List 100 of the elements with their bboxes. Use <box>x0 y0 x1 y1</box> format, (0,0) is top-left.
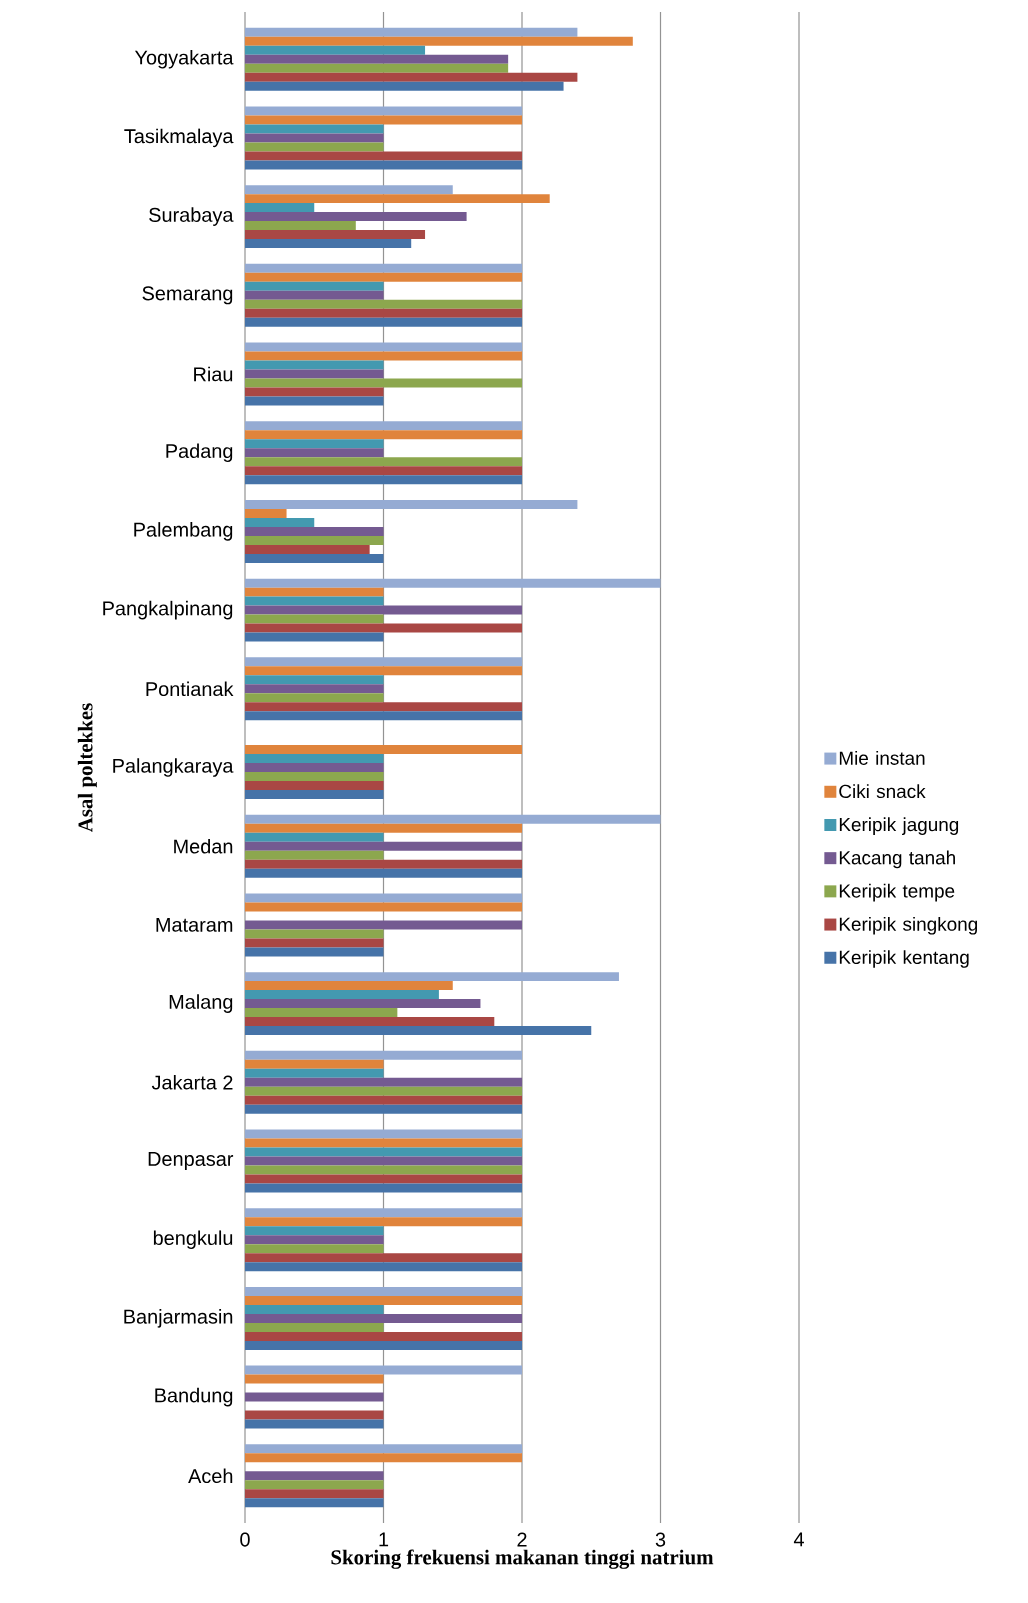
bar <box>245 378 522 388</box>
bar <box>245 1453 522 1463</box>
bar <box>245 587 384 597</box>
bar <box>245 893 522 903</box>
bar <box>245 308 522 318</box>
y-tick-label: Mataram <box>156 917 233 932</box>
bar <box>245 832 384 842</box>
bar <box>245 1322 384 1332</box>
y-tick-label: Palembang <box>134 522 233 541</box>
bar <box>245 1244 384 1254</box>
y-tick-label: Medan <box>174 838 233 854</box>
bar <box>245 263 522 273</box>
bar <box>245 929 384 939</box>
bar <box>245 63 509 73</box>
bar <box>245 1017 495 1027</box>
bar <box>245 544 370 554</box>
bar <box>245 27 578 37</box>
bar <box>245 1174 522 1184</box>
bar <box>245 745 522 755</box>
bar <box>245 1331 522 1341</box>
bar <box>245 859 522 869</box>
bar <box>245 947 384 957</box>
bar <box>245 1410 384 1420</box>
bar <box>245 675 384 685</box>
bar <box>245 369 384 379</box>
bar <box>245 1262 522 1272</box>
legend-label: Ciki snack <box>839 784 926 799</box>
bar <box>245 212 467 222</box>
bar <box>245 684 384 694</box>
y-tick-label: Denpasar <box>148 1152 234 1170</box>
bar <box>245 596 384 606</box>
bar <box>245 850 384 860</box>
bar <box>245 54 509 64</box>
bar <box>245 1286 522 1296</box>
bar <box>245 239 412 249</box>
bar <box>245 299 522 309</box>
bar <box>245 657 522 667</box>
bar <box>245 439 384 449</box>
bar <box>245 666 522 676</box>
bar <box>245 72 578 82</box>
bar <box>245 1138 522 1148</box>
x-tick-label: 3 <box>655 1532 666 1547</box>
y-tick-label: Palangkaraya <box>113 758 234 777</box>
bar <box>245 553 384 563</box>
bar <box>245 693 384 703</box>
bar <box>245 605 522 615</box>
bar <box>245 142 384 152</box>
y-tick-label: bengkulu <box>153 1230 233 1249</box>
bar <box>245 151 522 161</box>
bar <box>245 448 384 458</box>
bar <box>245 342 522 352</box>
bar <box>245 1365 522 1375</box>
y-tick-label: Bandung <box>155 1387 233 1407</box>
bar <box>245 1095 522 1105</box>
bar <box>245 45 426 55</box>
bar <box>245 230 426 240</box>
bar <box>245 999 481 1009</box>
bar <box>245 535 384 545</box>
bar <box>245 1480 384 1490</box>
bar <box>245 508 287 518</box>
bar <box>245 868 522 878</box>
bar <box>245 1489 384 1499</box>
bar <box>245 1077 522 1087</box>
bar <box>245 902 522 912</box>
bar <box>245 124 384 134</box>
bar <box>245 475 522 485</box>
bar <box>245 499 578 509</box>
bar <box>245 1444 522 1454</box>
y-tick-label: Surabaya <box>149 207 234 226</box>
bar <box>245 36 633 46</box>
legend-label: Keripik jagung <box>839 817 959 835</box>
legend-label: Keripik tempe <box>839 883 955 902</box>
y-axis-title: Asal poltekkes <box>77 703 97 833</box>
bar <box>245 1129 522 1139</box>
bar <box>245 781 384 790</box>
bar <box>245 1304 384 1314</box>
bar <box>245 938 384 948</box>
bar <box>245 711 522 721</box>
bar <box>245 1217 522 1227</box>
bar <box>245 281 384 291</box>
bar <box>245 823 522 833</box>
bar <box>245 396 384 406</box>
bar <box>245 133 384 143</box>
bar <box>245 351 522 361</box>
x-axis-title: Skoring frekuensi makanan tinggi natrium <box>331 1549 714 1569</box>
x-tick-label: 4 <box>793 1532 804 1547</box>
bar <box>245 972 619 982</box>
y-tick-label: Jakarta 2 <box>151 1074 233 1090</box>
bar <box>245 1068 384 1078</box>
bar <box>245 466 522 476</box>
bar <box>245 920 522 930</box>
y-tick-label: Tasikmalaya <box>124 128 234 148</box>
bar <box>245 203 315 213</box>
y-tick-label: Riau <box>194 366 233 382</box>
bar <box>245 1374 384 1384</box>
bar <box>245 1313 522 1323</box>
bar <box>245 614 384 624</box>
legend-label: Keripik singkong <box>839 916 978 935</box>
bar <box>245 754 384 764</box>
bar <box>245 1026 592 1036</box>
